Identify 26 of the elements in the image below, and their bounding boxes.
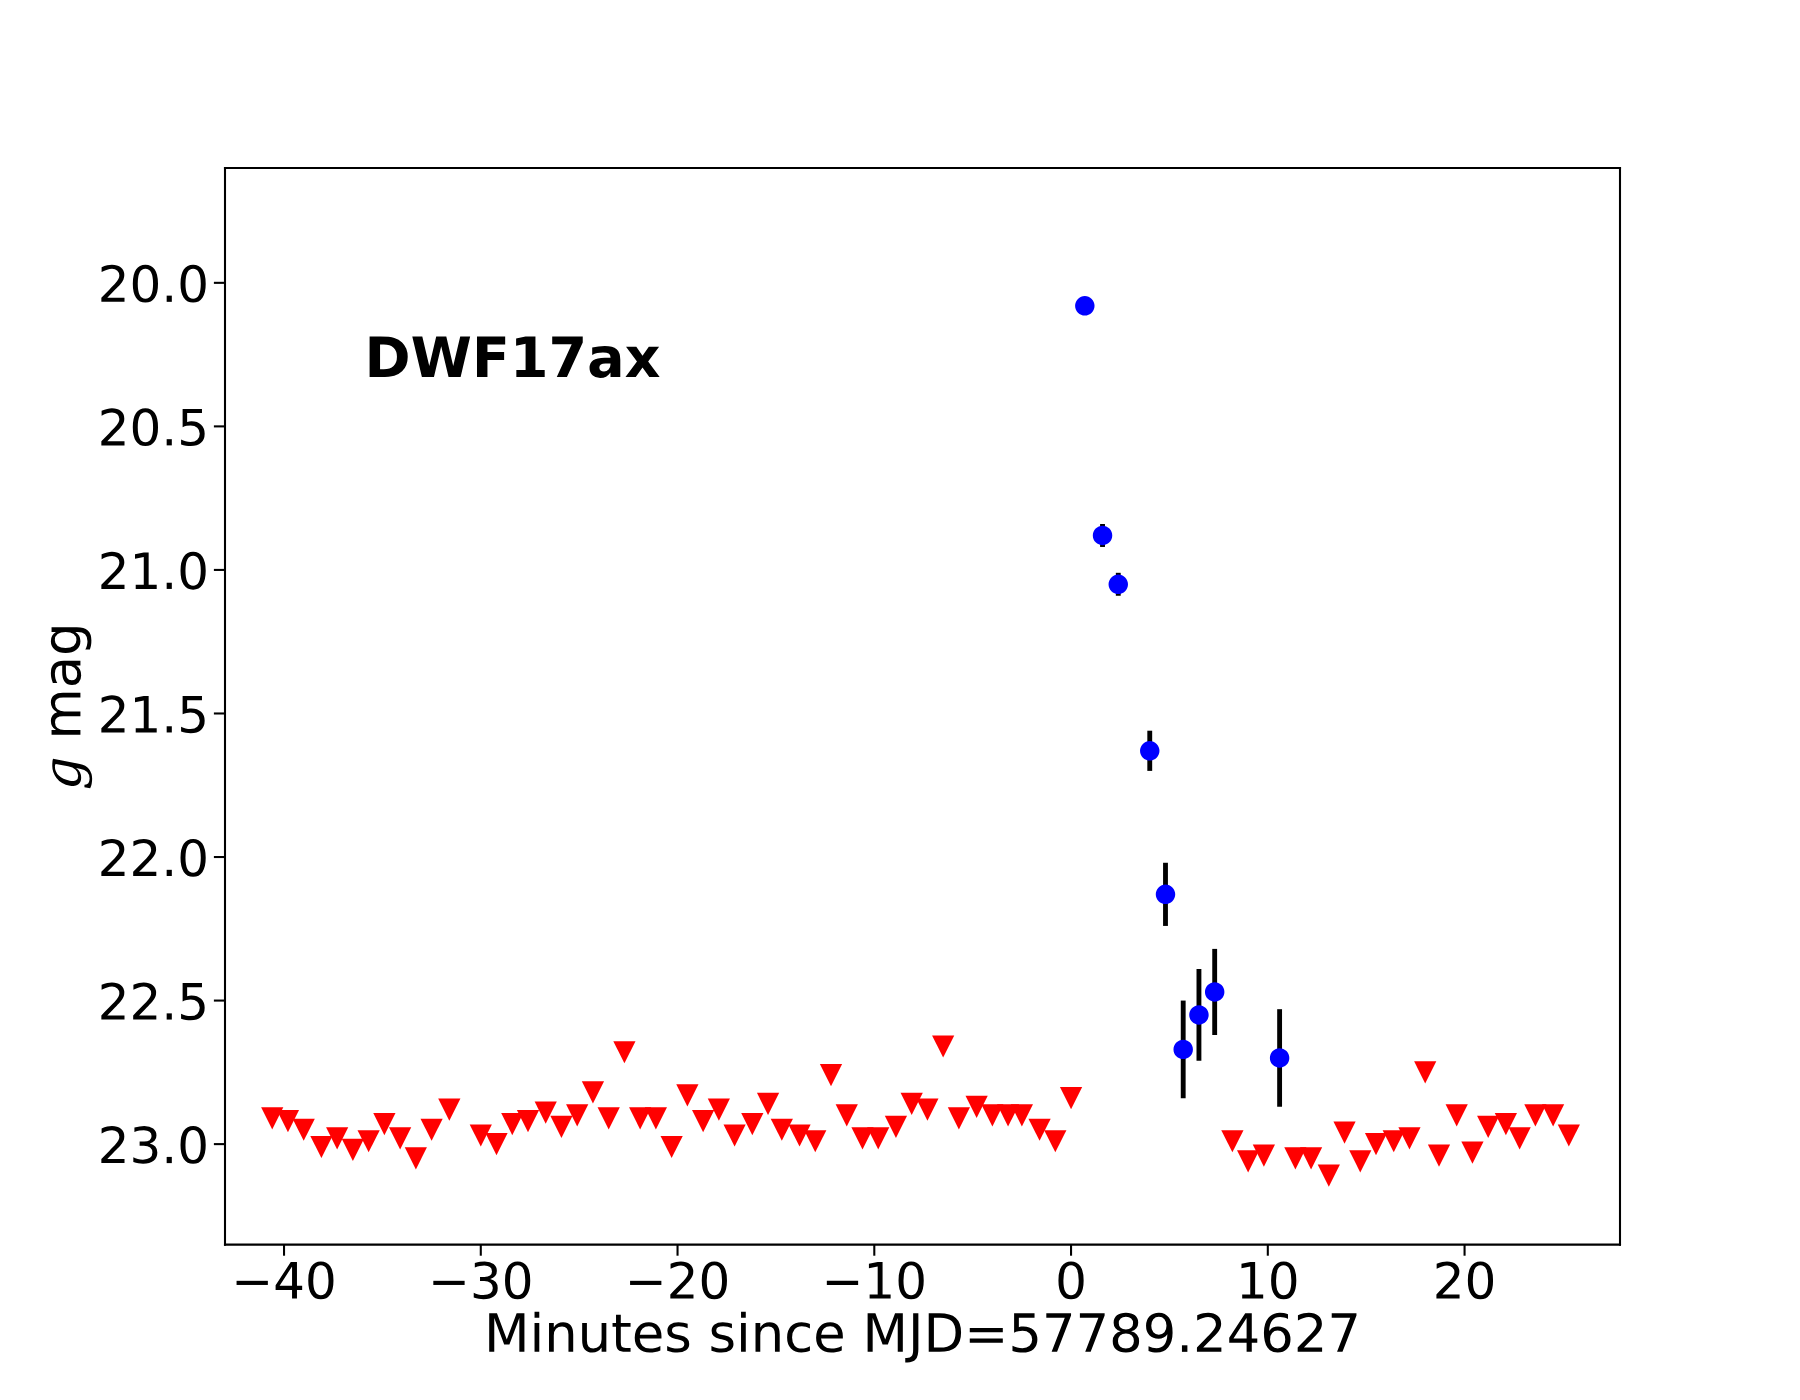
y-axis-title: 𝑔 mag	[50, 627, 93, 789]
x-tick-label: −30	[433, 1261, 531, 1300]
y-tick-label: 20.0	[101, 264, 206, 303]
x-axis-title: Minutes since MJD=57789.24627	[489, 1311, 1357, 1363]
y-tick-label: 21.5	[101, 695, 205, 734]
point	[1189, 1005, 1209, 1025]
point	[1204, 982, 1225, 1002]
point	[1092, 525, 1113, 546]
x-tick-label: 20	[1436, 1261, 1494, 1300]
y-tick-label: 22.5	[101, 982, 205, 1021]
point	[1140, 741, 1160, 761]
point	[1269, 1048, 1290, 1068]
y-tick-label: 20.5	[101, 408, 205, 447]
point	[1075, 296, 1095, 316]
point	[1108, 574, 1128, 595]
annotation: DWF17ax	[369, 336, 660, 378]
x-tick-label: 10	[1241, 1261, 1297, 1300]
point	[1155, 884, 1176, 905]
x-tick-label: 0	[1058, 1261, 1084, 1300]
x-tick-label: −20	[630, 1261, 727, 1300]
y-tick-label: 23.0	[101, 1126, 206, 1164]
y-tick-label: 22.0	[101, 838, 206, 877]
y-tick-label: 21.0	[101, 551, 206, 590]
point	[1173, 1039, 1193, 1060]
x-tick-label: −40	[236, 1261, 334, 1300]
x-tick-label: −10	[826, 1261, 924, 1300]
